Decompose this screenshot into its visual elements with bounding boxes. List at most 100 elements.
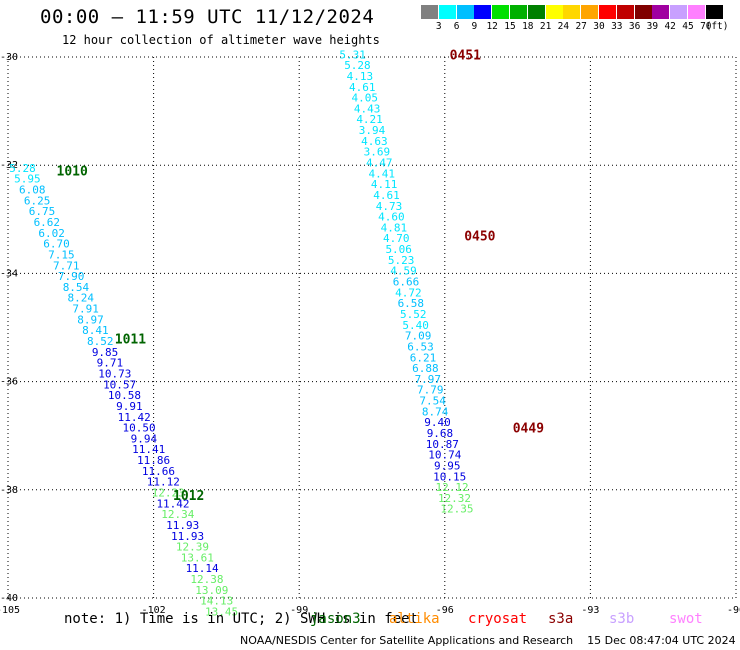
wave-height-value: 10.58 [108, 389, 141, 402]
wave-height-value: 4.81 [381, 221, 408, 234]
color-scale-tick: 6 [453, 21, 460, 32]
color-swatch [581, 5, 599, 19]
pass-time-label: 1011 [115, 332, 146, 347]
y-tick-label: -38 [0, 485, 18, 496]
x-tick-label: -102 [142, 605, 166, 616]
pass-time-label: 0451 [450, 48, 481, 63]
chart-title: 00:00 – 11:59 UTC 11/12/2024 [40, 6, 375, 28]
wave-height-value: 4.61 [373, 189, 400, 202]
color-swatch [563, 5, 581, 19]
wave-height-value: 6.25 [24, 194, 51, 207]
color-scale-unit: (ft) [705, 21, 729, 32]
y-tick-label: -36 [0, 377, 18, 388]
wave-height-value: 10.57 [103, 378, 136, 391]
wave-height-value: 12.23 [152, 487, 185, 500]
wave-height-value: 4.60 [378, 211, 405, 224]
wave-height-value: 11.14 [186, 562, 219, 575]
wave-height-value: 11.93 [166, 519, 199, 532]
wave-height-value: 13.45 [205, 606, 238, 619]
color-swatch [652, 5, 670, 19]
wave-height-value: 6.66 [393, 276, 420, 289]
wave-height-value: 6.88 [412, 362, 439, 375]
wave-height-value: 5.28 [9, 162, 36, 175]
color-scale-tick: 39 [646, 21, 659, 32]
wave-height-value: 4.59 [390, 265, 417, 278]
wave-height-value: 3.94 [359, 124, 386, 137]
pass-time-label: 1010 [57, 165, 88, 180]
wave-height-value: 5.28 [344, 59, 371, 72]
wave-height-value: 4.11 [371, 178, 398, 191]
legend-item-s3a: s3a [548, 611, 574, 627]
wave-height-value: 13.09 [195, 584, 228, 597]
wave-height-value: 3.69 [364, 146, 391, 159]
wave-height-value: 10.15 [433, 470, 466, 483]
color-swatch [688, 5, 705, 19]
color-scale-tick: 33 [611, 21, 623, 32]
wave-height-value: 8.74 [422, 405, 449, 418]
wave-height-value: 10.73 [98, 367, 131, 380]
pass-time-label: 0449 [513, 422, 544, 437]
wave-height-value: 13.61 [181, 551, 214, 564]
wave-height-value: 10.50 [122, 422, 155, 435]
wave-height-value: 6.58 [398, 297, 425, 310]
wave-height-value: 10.87 [426, 438, 459, 451]
color-scale-tick: 30 [593, 21, 605, 32]
x-tick-label: -93 [581, 605, 599, 616]
color-scale-tick: 27 [575, 21, 587, 32]
wave-height-value: 12.35 [440, 503, 473, 516]
color-swatch [492, 5, 510, 19]
color-swatch [456, 5, 474, 19]
legend-item-swot: swot [669, 611, 703, 627]
color-swatch [510, 5, 527, 19]
x-tick-label: -99 [290, 605, 308, 616]
y-tick-label: -30 [0, 52, 18, 63]
wave-height-value: 4.13 [347, 70, 374, 83]
wave-height-value: 7.15 [48, 248, 75, 261]
y-tick-label: -34 [0, 268, 18, 279]
wave-height-value: 4.70 [383, 232, 410, 245]
wave-height-value: 11.41 [132, 443, 165, 456]
wave-height-value: 4.61 [349, 81, 376, 94]
y-tick-label: -40 [0, 593, 18, 604]
wave-height-value: 8.52 [87, 335, 114, 348]
color-swatch [474, 5, 492, 19]
color-swatch [634, 5, 652, 19]
wave-height-value: 4.73 [376, 200, 403, 213]
wave-height-value: 7.97 [415, 373, 442, 386]
wave-height-value: 5.23 [388, 254, 415, 267]
color-scale-tick: 3 [435, 21, 442, 32]
color-scale-tick: 21 [539, 21, 552, 32]
wave-height-value: 10.74 [428, 449, 461, 462]
wave-height-value: 7.54 [419, 395, 446, 408]
color-scale-tick: 36 [628, 21, 641, 32]
wave-height-value: 11.93 [171, 530, 204, 543]
wave-height-value: 5.31 [339, 48, 366, 61]
wave-height-value: 9.85 [92, 346, 119, 359]
wave-height-value: 8.97 [77, 313, 104, 326]
wave-height-value: 8.24 [68, 292, 95, 305]
wave-height-value: 4.05 [351, 92, 378, 105]
color-scale-tick: 45 [682, 21, 694, 32]
legend-item-s3b: s3b [609, 611, 635, 627]
wave-height-value: 6.08 [19, 184, 46, 197]
wave-height-value: 7.79 [417, 384, 444, 397]
wave-height-value: 9.95 [434, 459, 461, 472]
color-scale-tick: 12 [486, 21, 498, 32]
wave-height-value: 4.41 [368, 167, 395, 180]
wave-height-value: 6.62 [34, 216, 61, 229]
wave-height-value: 5.06 [385, 243, 412, 256]
color-scale-tick: 70 [700, 21, 712, 32]
credit-line: NOAA/NESDIS Center for Satellite Applica… [240, 634, 736, 647]
color-swatch [599, 5, 616, 19]
x-tick-label: -105 [0, 605, 20, 616]
wave-height-value: 7.90 [58, 270, 85, 283]
wave-height-value: 12.38 [190, 573, 223, 586]
wave-height-value: 4.72 [395, 286, 422, 299]
color-swatch [705, 5, 723, 19]
color-swatch [616, 5, 634, 19]
wave-height-value: 6.21 [410, 351, 437, 364]
footnote: note: 1) Time is in UTC; 2) SWH is in fe… [64, 611, 419, 627]
wave-height-value: 4.43 [354, 102, 381, 115]
color-swatch [421, 5, 438, 19]
